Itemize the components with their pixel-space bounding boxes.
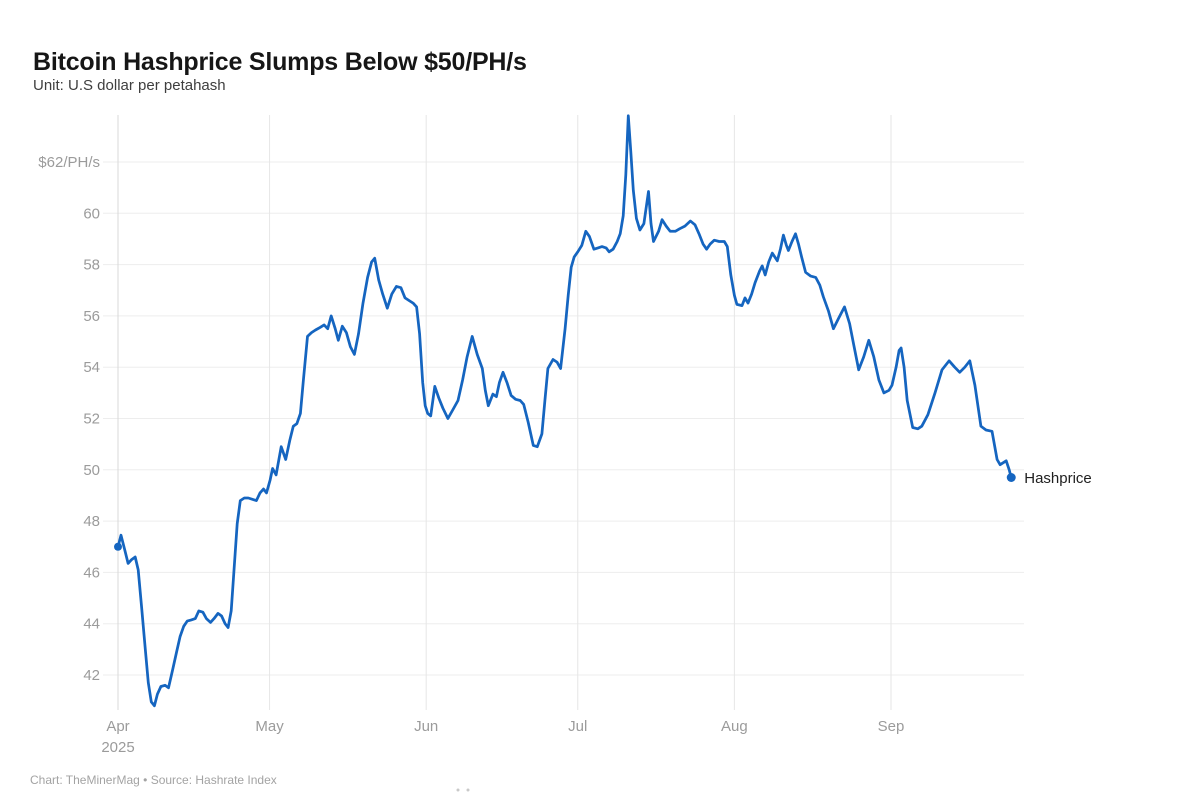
y-tick-label: 52 bbox=[83, 411, 100, 428]
y-tick-label: 58 bbox=[83, 257, 100, 274]
y-tick-label: $62/PH/s bbox=[38, 154, 100, 171]
x-tick-label: May bbox=[255, 718, 284, 735]
series-start-dot bbox=[114, 542, 122, 551]
y-tick-label: 42 bbox=[83, 667, 100, 684]
y-tick-label: 44 bbox=[83, 616, 100, 633]
hashprice-series-line bbox=[116, 114, 1013, 708]
chart-attribution: Chart: TheMinerMag • Source: Hashrate In… bbox=[30, 773, 277, 787]
y-tick-label: 54 bbox=[83, 359, 100, 376]
x-tick-sublabel: 2025 bbox=[101, 739, 134, 756]
x-tick-label: Jul bbox=[568, 718, 587, 735]
page-title: Bitcoin Hashprice Slumps Below $50/PH/s bbox=[33, 47, 527, 76]
chart-unit-subtitle: Unit: U.S dollar per petahash bbox=[33, 77, 226, 94]
y-tick-label: 50 bbox=[83, 462, 100, 479]
series-end-label: Hashprice bbox=[1024, 470, 1092, 487]
y-tick-label: 46 bbox=[83, 564, 100, 581]
x-tick-label: Aug bbox=[721, 718, 748, 735]
y-tick-label: 60 bbox=[83, 205, 100, 222]
y-tick-label: 56 bbox=[83, 308, 100, 325]
x-tick-label: Sep bbox=[878, 718, 905, 735]
footer-dot bbox=[456, 788, 460, 792]
footer-dot bbox=[466, 788, 470, 792]
x-tick-label: Apr bbox=[106, 718, 129, 735]
y-tick-label: 48 bbox=[83, 513, 100, 530]
series-end-dot bbox=[1006, 472, 1016, 482]
x-tick-label: Jun bbox=[414, 718, 438, 735]
